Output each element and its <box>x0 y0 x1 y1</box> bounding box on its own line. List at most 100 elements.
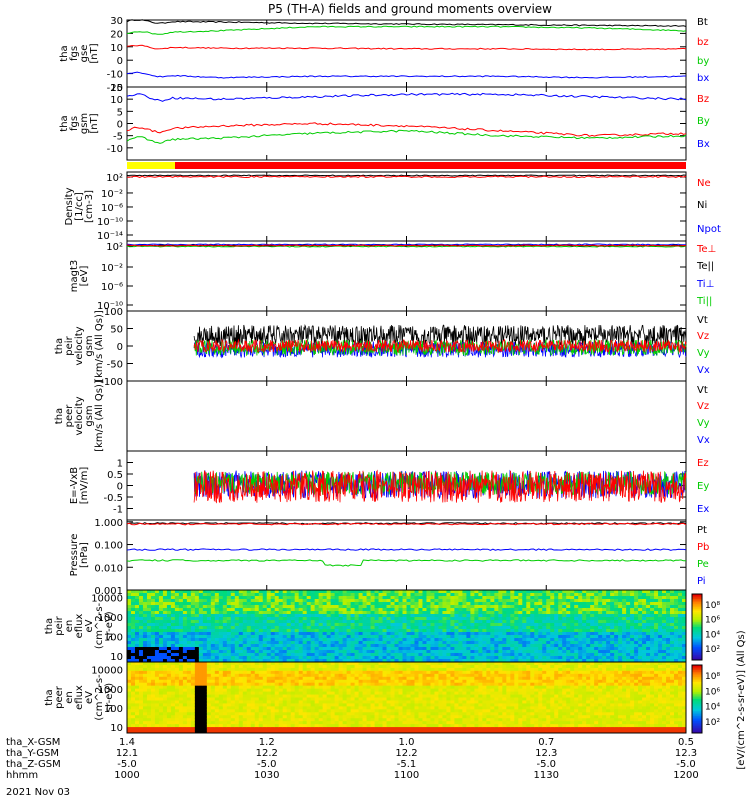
spectrogram-cell <box>670 593 674 596</box>
spectrogram-cell <box>426 623 430 626</box>
spectrogram-cell <box>287 698 291 701</box>
spectrogram-cell <box>335 614 339 617</box>
spectrogram-cell <box>127 656 131 659</box>
spectrogram-cell <box>235 611 239 614</box>
spectrogram-cell <box>259 629 263 632</box>
spectrogram-cell <box>335 638 339 641</box>
spectrogram-cell <box>407 590 411 593</box>
spectrogram-cell <box>634 617 638 620</box>
spectrogram-cell <box>275 593 279 596</box>
spectrogram-cell <box>147 706 151 709</box>
spectrogram-cell <box>319 698 323 701</box>
spectrogram-cell <box>251 671 255 674</box>
spectrogram-cell <box>534 599 538 602</box>
spectrogram-cell <box>662 632 666 635</box>
spectrogram-cell <box>263 596 267 599</box>
spectrogram-cell <box>414 608 418 611</box>
spectrogram-cell <box>255 698 259 701</box>
spectrogram-cell <box>359 641 363 644</box>
spectrogram-cell <box>418 596 422 599</box>
spectrogram-cell <box>239 709 243 712</box>
spectrogram-cell <box>159 617 163 620</box>
spectrogram-cell <box>554 632 558 635</box>
spectrogram-cell <box>383 632 387 635</box>
spectrogram-cell <box>255 647 259 650</box>
spectrogram-cell <box>646 623 650 626</box>
spectrogram-cell <box>323 635 327 638</box>
spectrogram-cell <box>474 605 478 608</box>
spectrogram-cell <box>155 700 159 703</box>
spectrogram-cell <box>311 632 315 635</box>
spectrogram-cell <box>155 632 159 635</box>
spectrogram-cell <box>179 647 183 650</box>
spectrogram-cell <box>319 689 323 692</box>
spectrogram-cell <box>139 647 143 650</box>
spectrogram-cell <box>610 650 614 653</box>
spectrogram-cell <box>646 644 650 647</box>
spectrogram-cell <box>127 718 131 721</box>
spectrogram-cell <box>490 656 494 659</box>
spectrogram-cell <box>319 596 323 599</box>
spectrogram-cell <box>578 623 582 626</box>
spectrogram-cell <box>251 680 255 683</box>
spectrogram-cell <box>127 712 131 715</box>
spectrogram-cell <box>678 617 682 620</box>
spectrogram-cell <box>299 650 303 653</box>
spectrogram-cell <box>307 668 311 671</box>
spectrogram-cell <box>131 692 135 695</box>
spectrogram-cell <box>418 653 422 656</box>
spectrogram-cell <box>267 668 271 671</box>
spectrogram-cell <box>658 596 662 599</box>
spectrogram-cell <box>610 629 614 632</box>
spectrogram-cell <box>211 635 215 638</box>
spectrogram-cell <box>143 689 147 692</box>
spectrogram-cell <box>506 632 510 635</box>
spectrogram-cell <box>670 638 674 641</box>
spectrogram-cell <box>426 656 430 659</box>
spectrogram-cell <box>199 596 203 599</box>
spectrogram-cell <box>638 602 642 605</box>
spectrogram-cell <box>586 632 590 635</box>
spectrogram-cell <box>554 650 558 653</box>
spectrogram-cell <box>259 650 263 653</box>
spectrogram-cell <box>502 653 506 656</box>
spectrogram-cell <box>646 620 650 623</box>
spectrogram-cell <box>219 671 223 674</box>
spectrogram-cell <box>327 706 331 709</box>
spectrogram-cell <box>598 626 602 629</box>
spectrogram-cell <box>167 677 171 680</box>
spectrogram-cell <box>474 608 478 611</box>
spectrogram-cell <box>199 689 203 692</box>
spectrogram-cell <box>263 647 267 650</box>
spectrogram-cell <box>135 700 139 703</box>
spectrogram-cell <box>610 602 614 605</box>
spectrogram-cell <box>179 650 183 653</box>
spectrogram-cell <box>678 611 682 614</box>
spectrogram-cell <box>335 700 339 703</box>
spectrogram-cell <box>626 626 630 629</box>
spectrogram-cell <box>674 620 678 623</box>
spectrogram-cell <box>159 668 163 671</box>
spectrogram-cell <box>195 644 199 647</box>
spectrogram-cell <box>674 650 678 653</box>
spectrogram-cell <box>311 698 315 701</box>
spectrogram-cell <box>546 632 550 635</box>
spectrogram-cell <box>618 596 622 599</box>
spectrogram-cell <box>586 653 590 656</box>
spectrogram-cell <box>215 641 219 644</box>
spectrogram-cell <box>458 614 462 617</box>
spectrogram-cell <box>462 620 466 623</box>
spectrogram-cell <box>399 608 403 611</box>
spectrogram-cell <box>315 700 319 703</box>
spectrogram-cell <box>574 599 578 602</box>
spectrogram-cell <box>387 605 391 608</box>
spectrogram-cell <box>395 626 399 629</box>
spectrogram-cell <box>311 709 315 712</box>
spectrogram-cell <box>339 689 343 692</box>
spectrogram-cell <box>379 629 383 632</box>
spectrogram-cell <box>490 641 494 644</box>
spectrogram-cell <box>438 590 442 593</box>
spectrogram-cell <box>187 614 191 617</box>
spectrogram-cell <box>191 662 195 665</box>
